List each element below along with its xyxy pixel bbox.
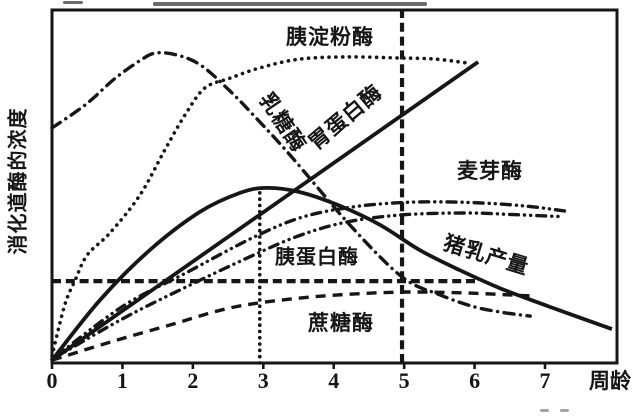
cropped-caption-mark: [560, 409, 569, 412]
x-tick-label-5: 5: [399, 368, 410, 393]
x-tick-label-7: 7: [540, 368, 551, 393]
y-axis-title: 消化道酶的浓度: [6, 108, 30, 255]
curve-label-pepsin: 胃蛋白酶: [304, 80, 387, 155]
curve-maltase: [50, 200, 568, 362]
curve-pepsin: [50, 60, 480, 362]
curve-label-milk-yield: 猪乳产量: [440, 230, 532, 279]
curve-milk-yield: [50, 185, 613, 362]
curve-label-maltase: 麦芽酶: [457, 159, 523, 183]
x-tick-label-3: 3: [258, 368, 269, 393]
curve-label-lactase: 乳糖酶: [254, 88, 311, 156]
x-tick-label-2: 2: [187, 368, 198, 393]
x-tick-label-1: 1: [117, 368, 128, 393]
scan-artifact-top: [153, 2, 427, 6]
x-tick-label-4: 4: [328, 368, 339, 393]
x-tick-label-0: 0: [47, 368, 58, 393]
curve-trypsin: [50, 211, 561, 362]
curve-label-trypsin: 胰蛋白酶: [275, 245, 359, 269]
x-axis-title: 周龄: [589, 369, 632, 393]
curve-lactase: [50, 51, 532, 318]
cropped-caption-mark: [540, 409, 549, 412]
curve-sucrase: [51, 290, 531, 362]
curve-pancreatic-amylase: [50, 55, 469, 358]
x-tick-label-6: 6: [469, 368, 480, 393]
curve-label-sucrase: 蔗糖酶: [307, 311, 374, 335]
curve-label-pancreatic-amylase: 胰淀粉酶: [286, 25, 374, 49]
scan-artifact-top: [63, 1, 83, 4]
